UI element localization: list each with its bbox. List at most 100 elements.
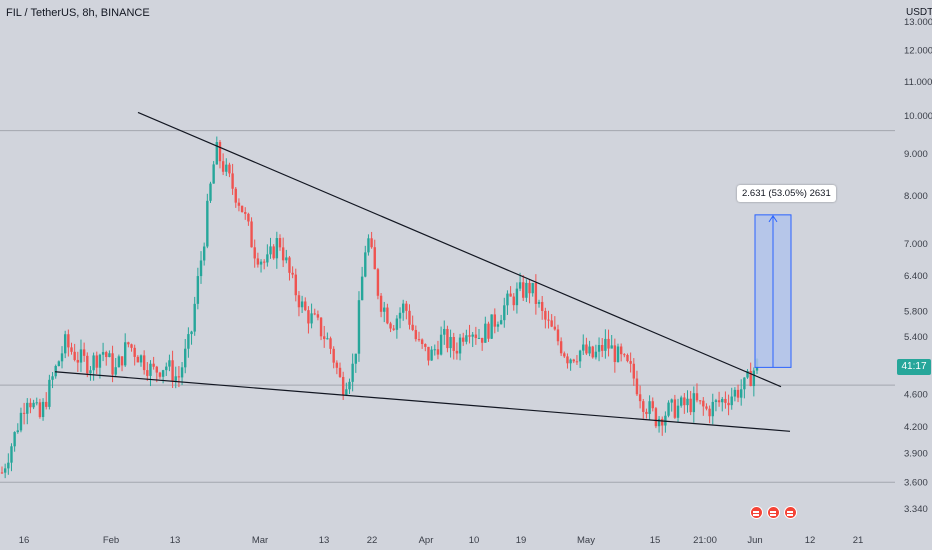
candle-body <box>288 257 291 273</box>
candle-body <box>531 282 534 294</box>
candle-body <box>114 367 117 375</box>
candle-body <box>259 261 263 265</box>
candle-body <box>512 296 515 306</box>
y-tick-label: 4.200 <box>904 422 928 433</box>
candle-body <box>95 355 98 368</box>
candle-body <box>588 346 591 354</box>
candle-body <box>528 282 531 294</box>
x-tick-label: Apr <box>419 535 434 546</box>
candle-body <box>117 356 121 368</box>
upper-trendline <box>137 111 782 388</box>
candle-body <box>477 337 481 339</box>
candle-body <box>234 188 237 203</box>
lower-trendline <box>54 371 791 432</box>
candle-body <box>149 363 152 376</box>
candle-body <box>168 360 171 367</box>
y-tick-label: 5.400 <box>904 332 928 343</box>
candle-body <box>736 389 740 398</box>
candle-body <box>351 363 354 382</box>
candle-body <box>146 370 149 376</box>
candle-body <box>256 258 260 265</box>
candle-body <box>212 164 215 184</box>
candle-body <box>411 324 414 330</box>
candle-body <box>221 161 225 172</box>
candle-body <box>651 401 654 409</box>
candle-body <box>563 353 566 357</box>
candle-body <box>45 401 48 407</box>
candle-body <box>386 307 389 324</box>
candle-body <box>155 366 158 373</box>
candle-body <box>424 344 427 347</box>
candle-body <box>468 335 471 337</box>
candle-body <box>714 400 718 402</box>
candle-body <box>266 254 269 263</box>
candle-body <box>130 344 133 348</box>
candle-body <box>572 359 575 362</box>
candle-body <box>509 293 512 297</box>
candle-body <box>105 352 108 358</box>
candle-body <box>341 376 345 396</box>
candle-body <box>174 376 177 381</box>
candle-body <box>537 301 541 304</box>
candle-body <box>247 213 250 222</box>
candle-body <box>294 274 297 296</box>
candle-body <box>332 348 335 363</box>
candle-body <box>446 328 449 349</box>
candle-body <box>269 246 272 255</box>
event-flag-icon[interactable] <box>767 506 780 519</box>
x-tick-label: 21 <box>853 535 864 546</box>
candle-body <box>405 303 408 311</box>
candle-body <box>544 310 547 320</box>
candle-body <box>449 336 452 349</box>
x-tick-label: 10 <box>469 535 480 546</box>
candle-body <box>740 389 743 398</box>
candle-body <box>632 363 635 379</box>
candle-body <box>345 389 348 396</box>
candle-body <box>32 402 35 408</box>
candle-body <box>228 164 231 174</box>
symbol-title: FIL / TetherUS, 8h, BINANCE <box>6 7 150 19</box>
candle-body <box>708 408 711 417</box>
candle-body <box>401 303 405 313</box>
candle-body <box>379 295 383 312</box>
candle-body <box>455 350 459 354</box>
candle-body <box>610 345 613 349</box>
candle-body <box>304 301 307 311</box>
candle-body <box>395 318 399 330</box>
candle-body <box>127 342 130 345</box>
candle-body <box>503 305 506 321</box>
x-tick-label: 13 <box>319 535 330 546</box>
candle-body <box>240 205 244 213</box>
axis-unit-label: USDT <box>906 7 932 18</box>
candle-body <box>310 313 313 324</box>
candle-body <box>0 472 4 474</box>
candle-body <box>480 337 484 343</box>
candle-body <box>38 402 42 418</box>
x-tick-label: Mar <box>252 535 268 546</box>
candle-body <box>354 353 358 364</box>
candle-body <box>676 405 680 418</box>
candle-body <box>3 468 7 473</box>
event-flag-icon[interactable] <box>784 506 797 519</box>
candle-body <box>730 396 733 406</box>
candle-body <box>54 365 57 377</box>
y-tick-label: 8.000 <box>904 191 928 202</box>
candle-body <box>692 393 696 413</box>
x-tick-label: 19 <box>516 535 527 546</box>
candle-body <box>313 313 316 315</box>
candle-body <box>329 338 332 349</box>
candle-body <box>26 402 29 414</box>
event-flag-icon[interactable] <box>750 506 763 519</box>
y-tick-label: 9.000 <box>904 149 928 160</box>
candle-body <box>499 320 503 325</box>
candle-body <box>16 430 19 433</box>
candle-body <box>683 397 686 406</box>
candle-body <box>436 349 440 355</box>
x-tick-label: 13 <box>170 535 181 546</box>
candle-body <box>373 247 376 270</box>
candle-body <box>522 282 525 298</box>
x-tick-label: 22 <box>367 535 378 546</box>
candle-body <box>367 238 370 253</box>
candle-body <box>711 401 714 417</box>
